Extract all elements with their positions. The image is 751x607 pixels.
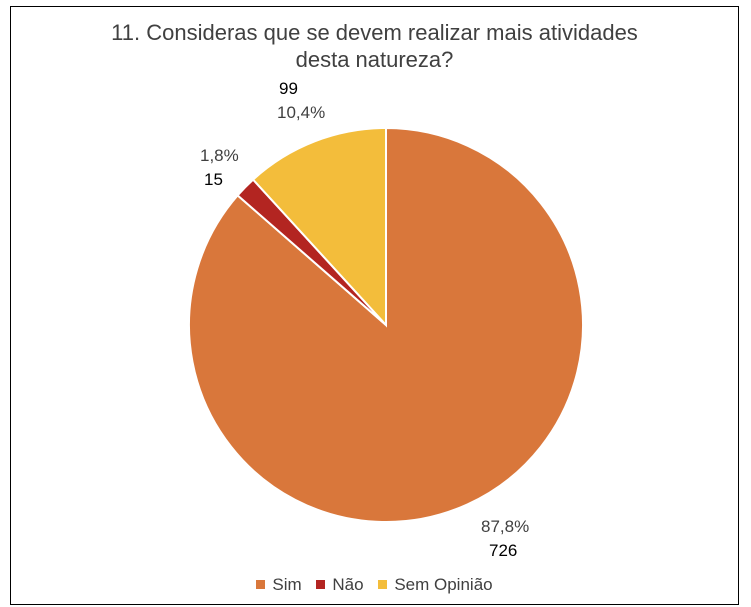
value-label-sim: 726 — [489, 541, 517, 560]
pie-slice-sem-opiniao — [251, 126, 387, 328]
legend-label-nao: Não — [332, 575, 364, 594]
percent-label-sim: 87,8% — [481, 517, 529, 536]
legend-item-sem-opiniao: Sem Opinião — [378, 575, 493, 595]
legend-label-sim: Sim — [272, 575, 302, 594]
chart-legend: Sim Não Sem Opinião — [11, 575, 738, 595]
legend-item-nao: Não — [316, 575, 364, 595]
chart-title-line-1: 11. Consideras que se devem realizar mai… — [111, 20, 638, 45]
legend-swatch-nao — [316, 580, 326, 589]
legend-label-sem-opiniao: Sem Opinião — [394, 575, 493, 594]
legend-item-sim: Sim — [256, 575, 302, 595]
percent-label-nao: 1,8% — [200, 146, 239, 165]
percent-label-sem-opiniao: 10,4% — [277, 103, 325, 122]
legend-swatch-sem-opiniao — [378, 580, 388, 589]
chart-title-line-2: desta natureza? — [295, 47, 454, 72]
value-label-sem-opiniao: 99 — [279, 79, 298, 98]
legend-swatch-sim — [256, 580, 266, 589]
chart-frame: 11. Consideras que se devem realizar mai… — [10, 6, 739, 605]
pie-chart: 87,8% 726 1,8% 15 99 10,4% — [188, 79, 584, 560]
chart-title: 11. Consideras que se devem realizar mai… — [11, 19, 738, 73]
value-label-nao: 15 — [204, 170, 223, 189]
